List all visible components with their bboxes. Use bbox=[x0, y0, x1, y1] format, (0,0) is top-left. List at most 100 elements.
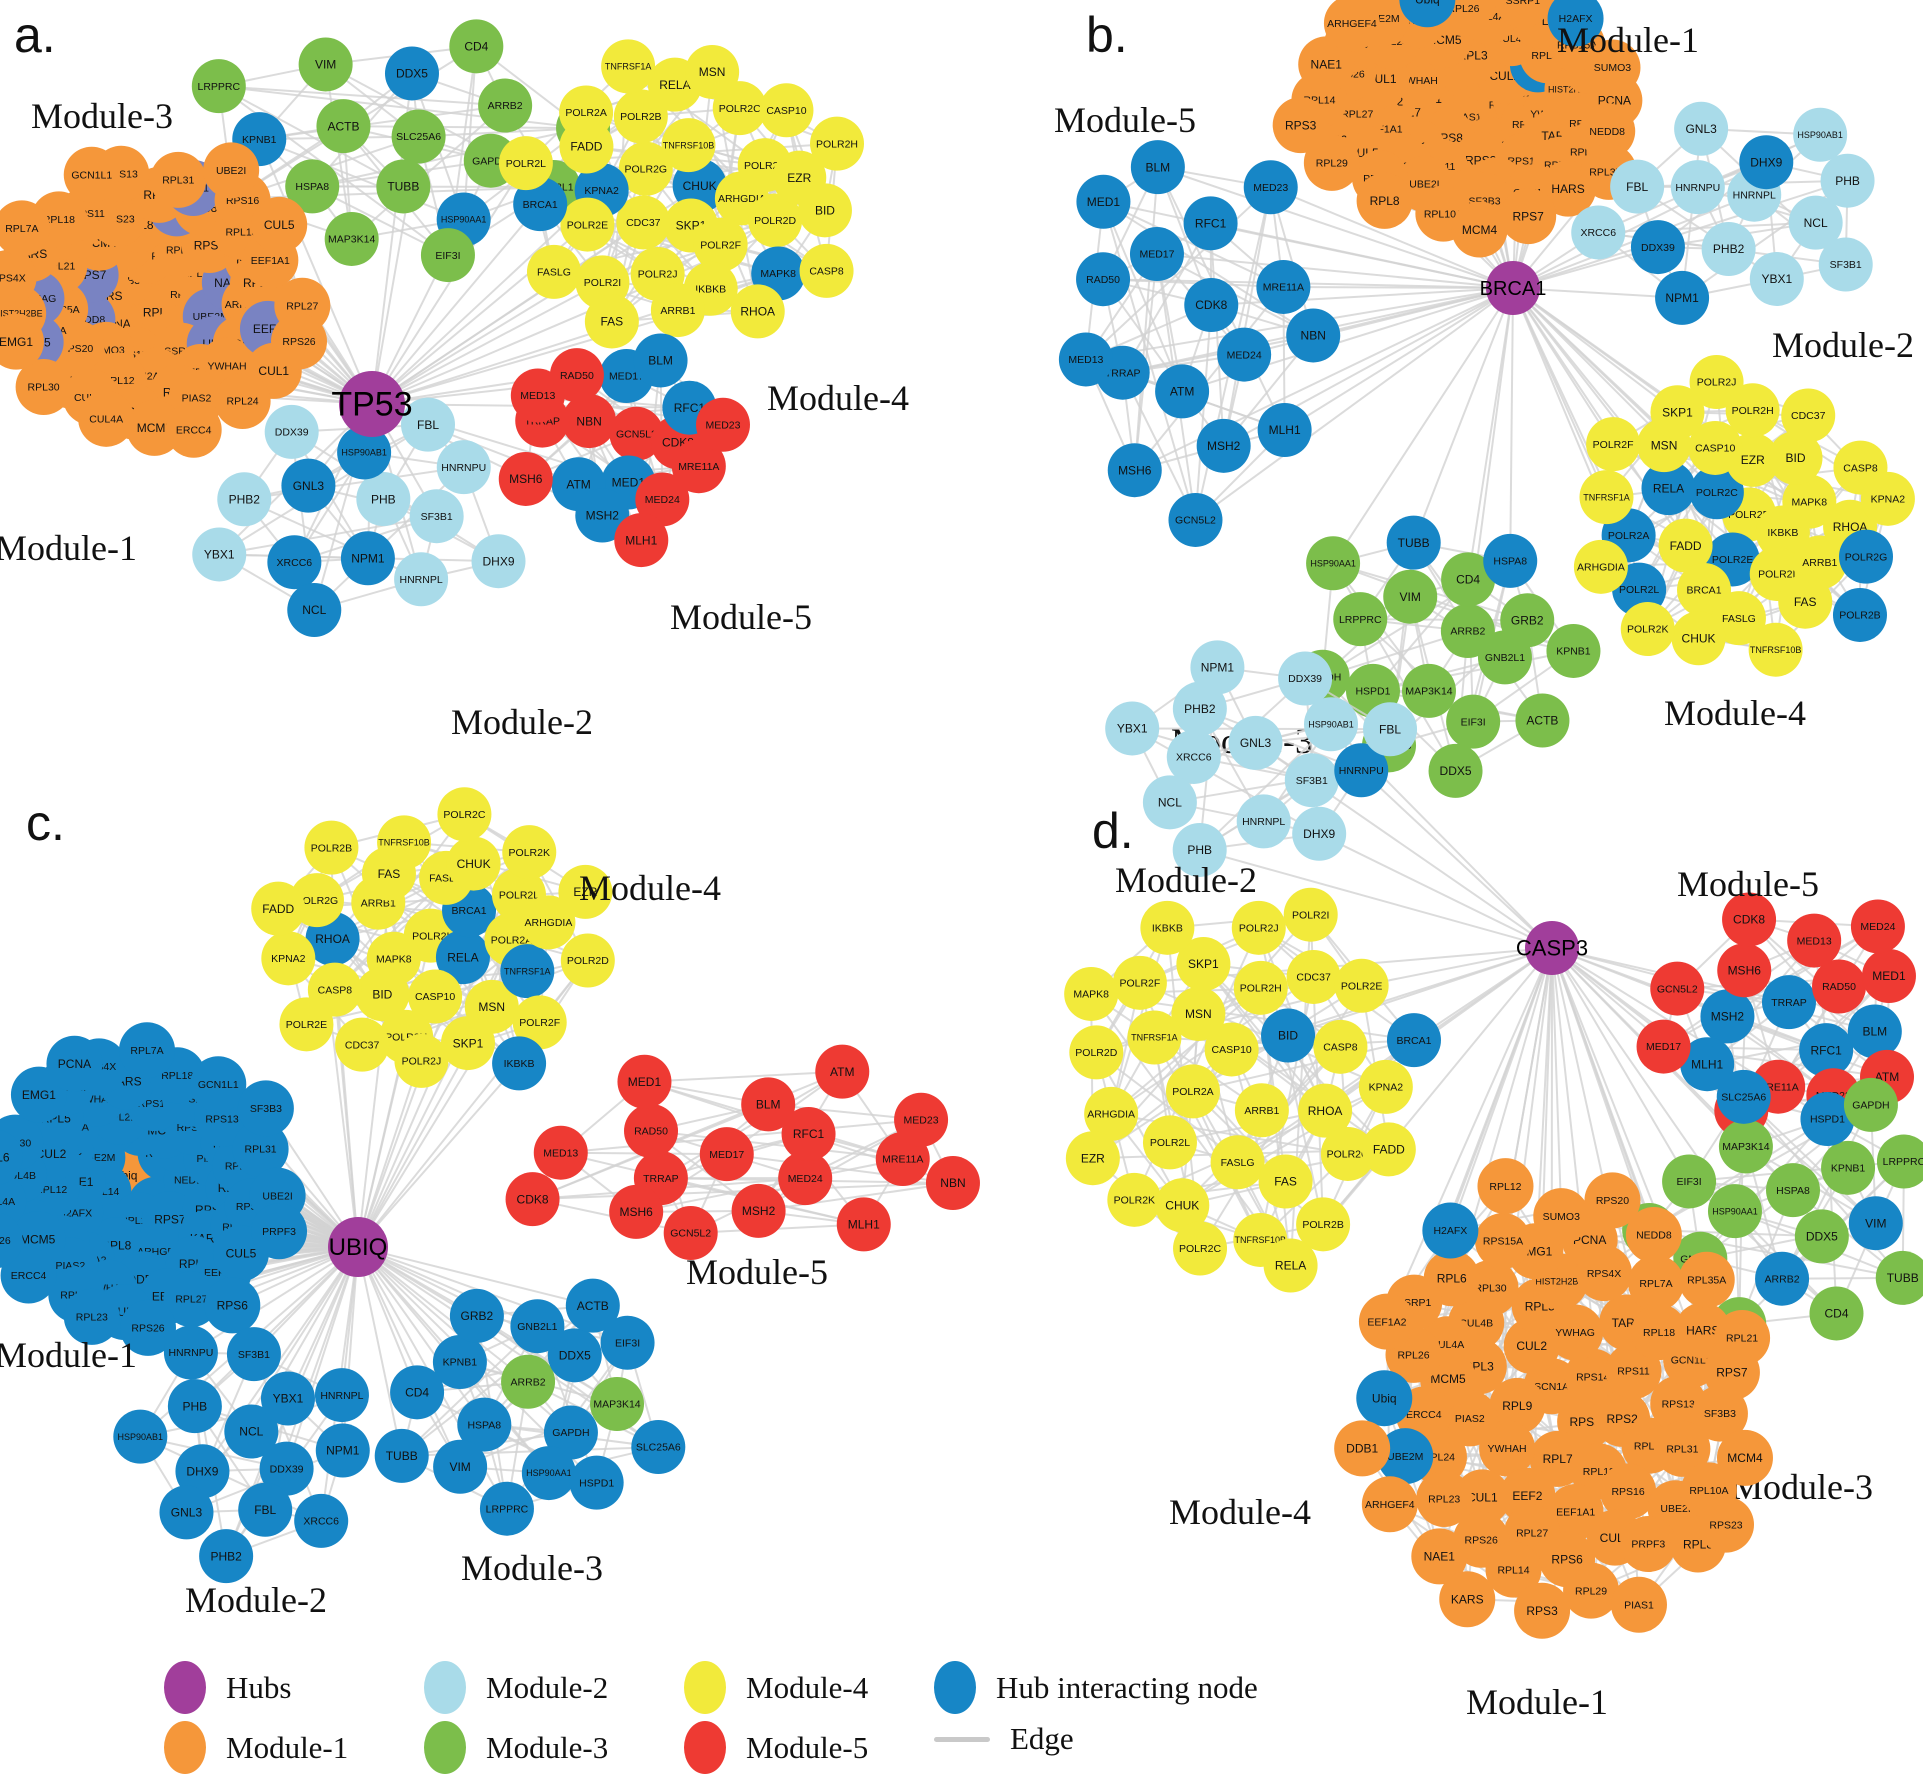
node-label: RFC1 bbox=[1810, 1043, 1842, 1057]
node-label: MED1 bbox=[1087, 195, 1121, 209]
node-label: NBN bbox=[576, 414, 601, 428]
node-label: CUL5 bbox=[264, 218, 295, 232]
node-LRPPRC: LRPPRC bbox=[1333, 592, 1388, 647]
node-RELA: RELA bbox=[435, 930, 490, 985]
node-CHUK: CHUK bbox=[1671, 611, 1726, 666]
node-label: FASLG bbox=[1722, 613, 1756, 625]
node-label: TNFRSF1A bbox=[504, 966, 551, 976]
node-label: KARS bbox=[1451, 1592, 1484, 1606]
node-label: MLH1 bbox=[1691, 1057, 1723, 1071]
node-PHB2: PHB2 bbox=[217, 472, 272, 527]
node-MED24: MED24 bbox=[1217, 327, 1272, 382]
node-label: RHOA bbox=[1308, 1104, 1343, 1118]
node-label: RPS16 bbox=[1611, 1486, 1644, 1498]
node-label: BLM bbox=[648, 354, 673, 368]
node-label: EEF2 bbox=[1512, 1489, 1542, 1503]
node-HSP90AA1: HSP90AA1 bbox=[521, 1446, 576, 1501]
node-label: PHB2 bbox=[210, 1549, 242, 1563]
node-label: RELA bbox=[447, 950, 478, 964]
node-CD4: CD4 bbox=[1441, 552, 1496, 607]
node-label: CASP10 bbox=[1212, 1044, 1252, 1056]
node-label: RPS11 bbox=[1617, 1366, 1650, 1378]
node-label: GCN1L1 bbox=[71, 169, 112, 181]
node-BID: BID bbox=[355, 967, 410, 1022]
node-MSH2: MSH2 bbox=[731, 1183, 786, 1238]
node-IKBKB: IKBKB bbox=[1140, 900, 1195, 955]
node-label: ARHGDIA bbox=[1087, 1109, 1135, 1121]
node-label: EMG1 bbox=[0, 335, 33, 349]
node-label: CASP8 bbox=[809, 266, 844, 278]
node-label: MCM4 bbox=[1727, 1451, 1763, 1465]
node-HSP90AB1: HSP90AB1 bbox=[113, 1409, 168, 1464]
node-label: SUMO3 bbox=[1543, 1211, 1581, 1223]
node-label: LRPPRC bbox=[1883, 1156, 1923, 1168]
node-PHB: PHB bbox=[356, 472, 411, 527]
node-SF3B1: SF3B1 bbox=[1284, 753, 1339, 808]
node-GNL3: GNL3 bbox=[1228, 715, 1283, 770]
node-MED24: MED24 bbox=[635, 472, 690, 527]
node-BID: BID bbox=[797, 183, 852, 238]
node-label: MSH6 bbox=[1118, 463, 1152, 477]
node-label: GCN5L2 bbox=[670, 1228, 711, 1240]
node-ERCC4: ERCC4 bbox=[165, 401, 222, 458]
node-MED17: MED17 bbox=[1636, 1019, 1691, 1074]
node-RAD50: RAD50 bbox=[1076, 252, 1131, 307]
node-label: CHUK bbox=[1682, 631, 1716, 645]
node-MED23: MED23 bbox=[695, 397, 750, 452]
node-LRPPRC: LRPPRC bbox=[479, 1481, 534, 1536]
node-label: MCM4 bbox=[1462, 223, 1498, 237]
edge bbox=[1512, 287, 1608, 498]
panel-TP53: SLC25A6TUBBACTBGAPDHHSPA8DDX5HSP90AA1KPN… bbox=[0, 7, 909, 742]
edge bbox=[1467, 287, 1514, 580]
node-BLM: BLM bbox=[1847, 1004, 1902, 1059]
node-label: HSPD1 bbox=[1355, 686, 1390, 698]
node-NPM1: NPM1 bbox=[1190, 640, 1245, 695]
panel-UBIQ: POLR2IRELAMAPK8BRCA1CASP10ARRB1POLR2ABID… bbox=[0, 787, 980, 1620]
node-label: CASP8 bbox=[318, 984, 353, 996]
node-POLR2K: POLR2K bbox=[1620, 602, 1675, 657]
node-label: POLR2J bbox=[1697, 377, 1737, 389]
node-label: CHUK bbox=[457, 857, 491, 871]
node-label: POLR2E bbox=[286, 1019, 327, 1031]
node-label: HIST2H2BE bbox=[0, 308, 43, 318]
node-label: RPL27 bbox=[1516, 1527, 1548, 1539]
module-label: Module-5 bbox=[686, 1252, 828, 1292]
node-label: CDC37 bbox=[1296, 972, 1331, 984]
node-label: TRRAP bbox=[643, 1173, 679, 1185]
node-label: EZR bbox=[1741, 453, 1765, 467]
node-FAS: FAS bbox=[584, 294, 639, 349]
node-label: MCM5 bbox=[20, 1232, 56, 1246]
node-label: RPS13 bbox=[205, 1114, 238, 1126]
node-RELA: RELA bbox=[1641, 461, 1696, 516]
node-label: POLR2K bbox=[1627, 624, 1668, 636]
edge bbox=[1102, 201, 1184, 392]
node-POLR2H: POLR2H bbox=[1233, 960, 1288, 1015]
node-label: RPL27 bbox=[175, 1294, 207, 1306]
edge bbox=[285, 1246, 359, 1469]
node-label: NEDD8 bbox=[1589, 126, 1625, 138]
node-label: GNL3 bbox=[1685, 122, 1717, 136]
hub-label: TP53 bbox=[331, 386, 412, 424]
node-SLC25A6: SLC25A6 bbox=[391, 109, 446, 164]
node-label: DHX9 bbox=[482, 554, 514, 568]
node-label: CASP8 bbox=[1843, 462, 1878, 474]
node-label: DDB1 bbox=[1346, 1442, 1378, 1456]
node-TNFRSF1A: TNFRSF1A bbox=[1579, 470, 1634, 525]
node-RPL8: RPL8 bbox=[1356, 172, 1413, 229]
node-SKP1: SKP1 bbox=[1650, 385, 1705, 440]
node-label: ACTB bbox=[577, 1299, 609, 1313]
edge bbox=[218, 85, 404, 188]
node-label: BLM bbox=[1862, 1025, 1887, 1039]
node-label: HSP90AA1 bbox=[1712, 1206, 1758, 1216]
node-label: CASP8 bbox=[1323, 1042, 1358, 1054]
node-HNRNPL: HNRNPL bbox=[1236, 794, 1291, 849]
edge bbox=[357, 1246, 529, 1383]
edge bbox=[357, 1246, 594, 1307]
node-label: ARRB2 bbox=[511, 1376, 546, 1388]
node-H2AFX: H2AFX bbox=[1547, 0, 1604, 47]
edge bbox=[1270, 186, 1514, 289]
node-VIM: VIM bbox=[1383, 569, 1438, 624]
module-label: Module-1 bbox=[1557, 20, 1699, 60]
module-label: Module-5 bbox=[1677, 864, 1819, 904]
hub-node-BRCA1: BRCA1 bbox=[1480, 261, 1546, 315]
